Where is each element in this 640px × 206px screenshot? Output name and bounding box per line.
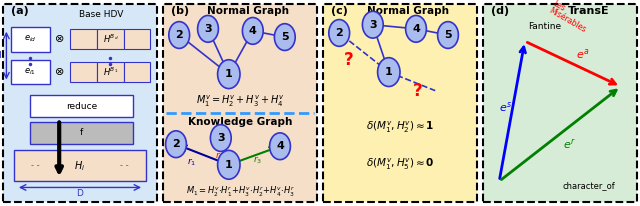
Circle shape [269, 133, 291, 160]
Text: $r_2$: $r_2$ [214, 151, 224, 162]
Text: $H^{B_d}$: $H^{B_d}$ [102, 33, 118, 45]
Text: Les
Misérables: Les Misérables [547, 0, 591, 34]
Text: 3: 3 [217, 133, 225, 143]
Text: 3: 3 [369, 20, 376, 30]
FancyBboxPatch shape [70, 29, 97, 49]
Text: $e_{i1}$: $e_{i1}$ [24, 67, 36, 77]
Text: $e^r$: $e^r$ [563, 137, 576, 151]
Text: $\delta(M^v_1,H^v_5)\approx\mathbf{0}$: $\delta(M^v_1,H^v_5)\approx\mathbf{0}$ [365, 157, 435, 172]
Text: ?: ? [344, 51, 354, 69]
Text: ⊗: ⊗ [54, 34, 64, 44]
Circle shape [329, 20, 349, 46]
Text: 2: 2 [172, 139, 180, 149]
FancyBboxPatch shape [15, 150, 146, 181]
FancyBboxPatch shape [31, 122, 133, 144]
Text: (b): (b) [172, 6, 189, 16]
Text: ⊗: ⊗ [54, 67, 64, 77]
Text: $e^s$: $e^s$ [499, 100, 512, 114]
Text: 4: 4 [276, 141, 284, 151]
Text: Normal Graph: Normal Graph [207, 6, 289, 16]
Text: $e^a$: $e^a$ [575, 47, 589, 61]
Text: 2: 2 [335, 28, 343, 38]
Text: $\delta(M^v_1,H^v_2)\approx\mathbf{1}$: $\delta(M^v_1,H^v_2)\approx\mathbf{1}$ [365, 120, 435, 135]
Text: $M^v_1=H^v_2+H^v_3+H^v_4$: $M^v_1=H^v_2+H^v_3+H^v_4$ [196, 93, 284, 109]
FancyBboxPatch shape [12, 60, 50, 84]
FancyBboxPatch shape [31, 95, 133, 117]
Text: Normal Graph: Normal Graph [367, 6, 449, 16]
Circle shape [218, 60, 240, 89]
Text: D: D [77, 189, 83, 198]
Text: $r_3$: $r_3$ [253, 155, 262, 166]
Text: Knowledge Graph: Knowledge Graph [188, 117, 292, 128]
FancyBboxPatch shape [12, 27, 50, 52]
Circle shape [211, 125, 231, 151]
FancyBboxPatch shape [70, 62, 97, 82]
Circle shape [169, 22, 189, 48]
Text: character_of: character_of [563, 181, 615, 190]
Text: - -: - - [31, 161, 40, 170]
Circle shape [243, 18, 263, 44]
Text: 1: 1 [225, 69, 233, 79]
Text: (c): (c) [332, 6, 348, 16]
Text: $M_1=H^v_2{\cdot}H^r_1\!+\!H^v_3{\cdot}H^r_2\!+\!H^v_4{\cdot}H^r_3$: $M_1=H^v_2{\cdot}H^r_1\!+\!H^v_3{\cdot}H… [186, 185, 294, 199]
Text: ?: ? [413, 82, 422, 100]
Circle shape [362, 11, 383, 38]
Text: Fantine: Fantine [528, 22, 561, 31]
FancyBboxPatch shape [3, 4, 157, 202]
Text: (d): (d) [492, 6, 509, 16]
Text: 4: 4 [412, 24, 420, 34]
Text: 4: 4 [249, 26, 257, 36]
FancyBboxPatch shape [124, 29, 150, 49]
Text: 1: 1 [385, 67, 393, 77]
FancyBboxPatch shape [124, 62, 150, 82]
Circle shape [218, 150, 240, 179]
Text: f: f [80, 128, 83, 137]
Text: 2: 2 [175, 30, 183, 40]
Text: TransE: TransE [568, 6, 610, 16]
Circle shape [198, 15, 218, 42]
Circle shape [166, 131, 186, 158]
FancyBboxPatch shape [323, 4, 477, 202]
Circle shape [378, 58, 400, 87]
Text: 5: 5 [281, 32, 289, 42]
Text: $e_{id}$: $e_{id}$ [24, 34, 36, 44]
Text: Base HDV: Base HDV [79, 10, 123, 19]
Text: (a): (a) [12, 6, 29, 16]
FancyBboxPatch shape [97, 29, 124, 49]
Circle shape [275, 24, 295, 50]
Text: 3: 3 [204, 24, 212, 34]
Text: 5: 5 [444, 30, 452, 40]
Text: - -: - - [120, 161, 129, 170]
FancyBboxPatch shape [483, 4, 637, 202]
Text: d: d [0, 51, 1, 60]
Text: $r_1$: $r_1$ [188, 157, 196, 169]
Circle shape [406, 15, 426, 42]
FancyBboxPatch shape [97, 62, 124, 82]
Text: 1: 1 [225, 160, 233, 170]
FancyBboxPatch shape [163, 4, 317, 202]
Text: $H^{B_1}$: $H^{B_1}$ [103, 66, 118, 78]
Circle shape [438, 22, 458, 48]
Text: reduce: reduce [66, 102, 97, 111]
Text: $H_i$: $H_i$ [74, 159, 86, 173]
